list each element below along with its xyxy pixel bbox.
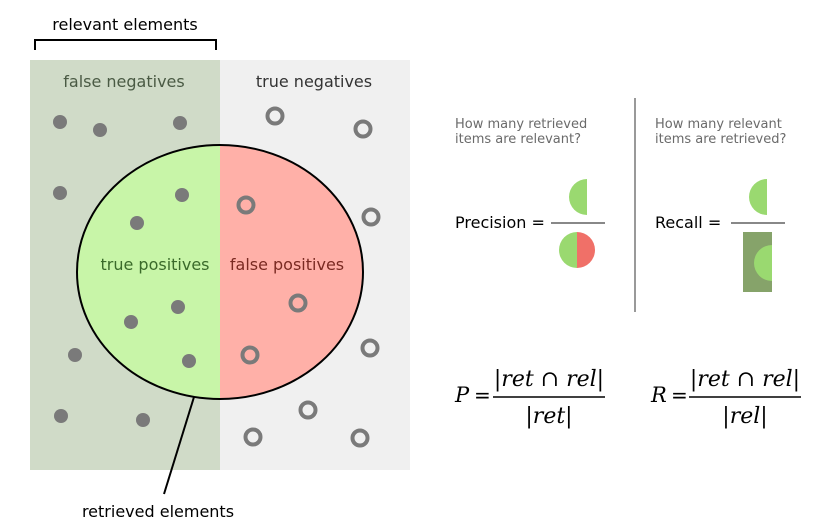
dot <box>171 300 185 314</box>
precision-formula-numerator: |ret ∩ rel| <box>494 367 604 392</box>
true-negatives-label: true negatives <box>256 72 372 91</box>
dot <box>136 413 150 427</box>
recall-question-line2: items are retrieved? <box>655 132 786 147</box>
hollow-dot <box>288 293 308 313</box>
retrieved-elements-label: retrieved elements <box>82 502 234 521</box>
true-positives-label: true positives <box>100 255 209 274</box>
recall-label: Recall = <box>655 213 721 232</box>
precision-question-line2: items are relevant? <box>455 132 581 147</box>
false-negatives-label: false negatives <box>63 72 184 91</box>
false-positives-label: false positives <box>230 255 344 274</box>
hollow-dot <box>240 345 260 365</box>
dot <box>54 409 68 423</box>
hollow-dot <box>265 106 285 126</box>
recall-formula-equals: = <box>671 383 688 407</box>
precision-numerator-icon <box>569 179 587 215</box>
recall-numerator-icon <box>749 179 767 215</box>
relevant-elements-label: relevant elements <box>52 15 197 34</box>
precision-denominator-red-icon <box>577 232 595 268</box>
relevant-bracket <box>34 39 217 50</box>
hollow-dot <box>243 427 263 447</box>
dot <box>124 315 138 329</box>
dot <box>53 115 67 129</box>
relevant-dots <box>53 115 196 427</box>
precision-label: Precision = <box>455 213 545 232</box>
recall-formula-numerator: |ret ∩ rel| <box>690 367 800 392</box>
dot <box>175 188 189 202</box>
recall-formula-denominator: |rel| <box>722 404 767 429</box>
precision-formula-denominator: |ret| <box>525 404 572 429</box>
dot <box>68 348 82 362</box>
retrieved-ellipse <box>76 144 364 400</box>
hollow-dot <box>236 195 256 215</box>
true-positives-area <box>77 145 220 399</box>
recall-question-line1: How many relevant <box>655 117 782 132</box>
dot <box>93 123 107 137</box>
retrieved-pointer-line <box>163 396 195 495</box>
precision-formula-equals: = <box>474 383 491 407</box>
recall-denominator-green-icon <box>754 245 772 281</box>
recall-formula-lhs: R <box>650 383 667 407</box>
hollow-dot <box>361 207 381 227</box>
hollow-dot <box>353 119 373 139</box>
hollow-dot <box>298 400 318 420</box>
dot <box>53 186 67 200</box>
hollow-dot <box>350 428 370 448</box>
dot <box>173 116 187 130</box>
dot <box>130 216 144 230</box>
nonrelevant-dots <box>236 106 381 448</box>
precision-formula-lhs: P <box>454 383 470 407</box>
precision-denominator-green-icon <box>559 232 577 268</box>
precision-question-line1: How many retrieved <box>455 117 587 132</box>
false-positives-area <box>220 145 363 399</box>
hollow-dot <box>360 338 380 358</box>
dot <box>182 354 196 368</box>
